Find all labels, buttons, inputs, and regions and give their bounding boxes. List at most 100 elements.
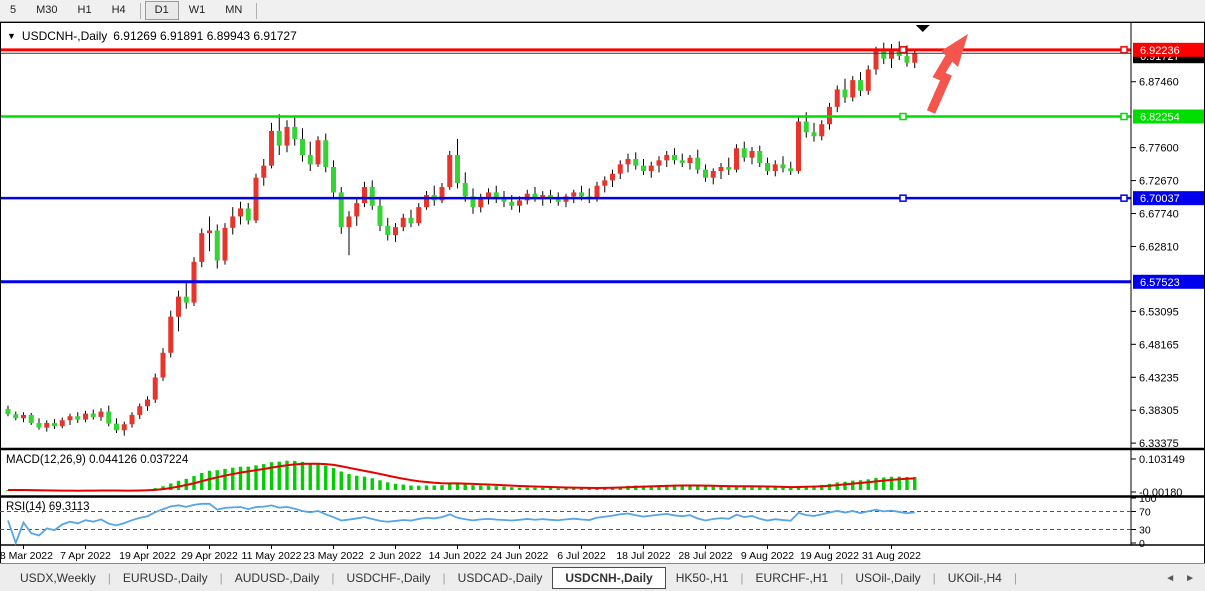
candle [300,128,305,162]
macd-histogram-bar [734,486,739,490]
tab-usdcad-daily[interactable]: USDCAD-,Daily [457,571,543,585]
macd-histogram-bar [254,465,258,490]
candle [734,144,739,173]
up-arrow-annotation-shaft[interactable] [926,47,958,114]
macd-histogram-bar [796,486,801,490]
tab-usdcnh-daily[interactable]: USDCNH-,Daily [552,567,666,589]
date-tick-label: 9 Aug 2022 [741,550,794,562]
macd-histogram-bar [688,485,692,490]
tab-separator: | [219,571,223,585]
tab-usdchf-daily[interactable]: USDCHF-,Daily [346,571,431,585]
date-tick-label: 18 Jul 2022 [616,550,670,562]
macd-histogram-bar [758,486,762,490]
tab-usoil-daily[interactable]: USOil-,Daily [855,571,921,585]
macd-histogram-bar [804,485,808,490]
macd-axis-label: -0.00180 [1139,487,1182,499]
candle [486,188,491,205]
chart-ohlc-values: 6.91269 6.91891 6.89943 6.91727 [113,29,297,43]
level-line-handle[interactable] [899,46,907,54]
macd-histogram-bar [316,463,320,490]
macd-histogram-bar [696,485,700,490]
chart-symbol-label: USDCNH-,Daily [21,29,108,43]
macd-histogram-bar [587,488,591,490]
candle [610,169,615,188]
tab-hk50-h1[interactable]: HK50-,H1 [675,571,729,585]
candle [199,228,205,268]
macd-histogram-bar [727,487,731,490]
candle [245,203,251,225]
timeframe-button-d1[interactable]: D1 [144,1,179,20]
macd-histogram-bar [750,486,754,490]
price-tick-label: 6.87460 [1139,77,1179,89]
tab-separator: | [107,571,111,585]
timeframe-button-mn[interactable]: MN [225,4,243,16]
tab-eurchf-h1[interactable]: EURCHF-,H1 [755,571,829,585]
chart-window[interactable]: ▼ USDCNH-,Daily 6.91269 6.91891 6.89943 … [0,22,1205,563]
level-line-handle[interactable] [899,194,907,202]
tab-audusd-daily[interactable]: AUDUSD-,Daily [234,571,320,585]
up-arrow-annotation-head[interactable] [941,34,968,67]
candle [5,405,11,417]
macd-histogram-bar [703,486,708,490]
tab-ukoil-h4[interactable]: UKOil-,H4 [947,571,1002,585]
candle [369,180,375,210]
candle [160,348,166,381]
date-tick-label: 28 Jul 2022 [678,550,732,562]
tab-separator: | [932,571,936,585]
chart-title: ▼ USDCNH-,Daily 6.91269 6.91891 6.89943 … [7,29,297,43]
macd-histogram-bar [742,486,746,490]
date-tick-label: 2 Jun 2022 [370,550,422,562]
macd-histogram-bar [858,480,863,490]
candle [90,409,96,420]
macd-histogram-bar [324,465,328,490]
macd-histogram-bar [913,477,917,490]
level-price-label-6.70037: 6.70037 [1140,193,1180,205]
candle [641,158,646,176]
tabs-scroll-left-icon[interactable]: ◄ [1165,572,1176,584]
date-tick-label: 14 Jun 2022 [429,550,487,562]
candle [470,188,476,214]
level-line-handle[interactable] [899,112,907,121]
macd-histogram-bar [789,488,793,490]
macd-histogram-bar [339,471,343,490]
macd-histogram-bar [277,461,281,490]
macd-histogram-bar [401,484,405,490]
tab-usdx-weekly[interactable]: USDX,Weekly [20,571,96,585]
tab-eurusd-daily[interactable]: EURUSD-,Daily [122,571,208,585]
level-line-handle[interactable] [1120,194,1128,202]
macd-histogram-bar [223,468,227,490]
macd-histogram-bar [579,488,584,490]
tabs-scroll-right-icon[interactable]: ► [1185,572,1195,584]
candle [796,117,801,174]
timeframe-button-h4[interactable]: H4 [111,4,126,16]
level-price-label-6.92236-bg [1133,42,1204,57]
timeframe-button-5[interactable]: 5 [10,4,17,16]
macd-histogram-bar [827,483,832,490]
macd-histogram-bar [362,476,367,490]
rsi-axis-label: 0 [1139,538,1145,550]
level-line-handle[interactable] [1120,112,1128,121]
price-tick-label: 6.38305 [1139,405,1179,417]
toolbar-separator [256,2,258,19]
timeframe-button-w1[interactable]: W1 [188,4,206,16]
macd-histogram-bar [820,484,824,490]
chart-background [0,22,1205,563]
level-line-handle[interactable] [1120,46,1128,54]
macd-histogram-bar [502,486,506,490]
timeframe-toolbar: 5 M30 H1 H4 D1 W1 MN [0,0,1205,22]
price-chart[interactable]: 6.87460 6.77600 6.72670 6.67740 6.62810 6.530… [0,22,1205,563]
macd-histogram-bar [463,484,467,490]
candle [137,403,143,419]
candle [21,412,26,423]
candle [850,76,856,102]
candle [13,411,19,421]
candle [121,421,127,436]
candle [238,201,243,225]
chart-tabs-bar: USDX,Weekly | EURUSD-,Daily | AUDUSD-,Daily |… [0,563,1205,591]
candle [765,157,770,176]
timeframe-button-h1[interactable]: H1 [77,4,92,16]
candle [726,157,732,176]
macd-histogram-bar [176,480,181,490]
timeframe-button-m30[interactable]: M30 [36,4,58,16]
rsi-label: RSI(14) 69.3113 [6,501,90,513]
